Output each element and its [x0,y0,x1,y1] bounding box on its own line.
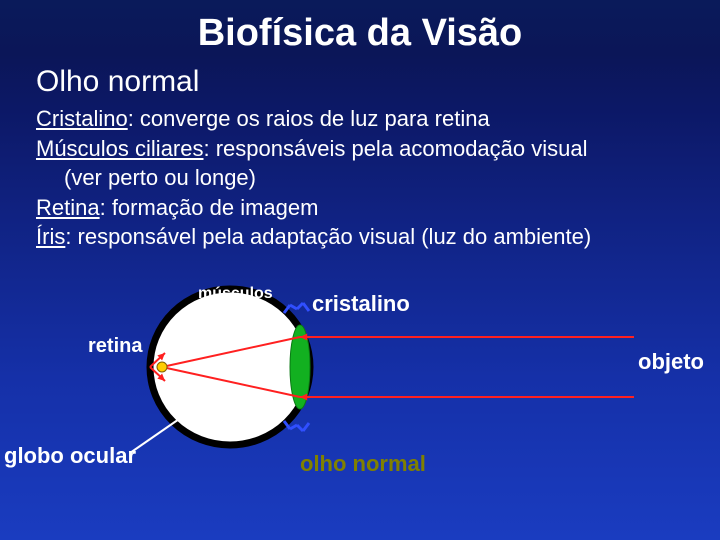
label-globo-ocular: globo ocular [4,443,136,469]
page-title: Biofísica da Visão [0,0,720,55]
text-retina: : formação de imagem [100,195,319,220]
def-musculos: Músculos ciliares: responsáveis pela aco… [36,135,696,163]
def-cristalino: Cristalino: converge os raios de luz par… [36,105,696,133]
term-iris: Íris [36,224,65,249]
label-musculos: músculos [198,285,273,303]
subtitle: Olho normal [0,55,720,99]
def-musculos-cont: (ver perto ou longe) [36,164,696,192]
text-musculos: : responsáveis pela acomodação visual [204,136,588,161]
term-cristalino: Cristalino [36,106,128,131]
def-retina: Retina: formação de imagem [36,194,696,222]
label-ciliares: ciliares [198,303,253,321]
definitions-block: Cristalino: converge os raios de luz par… [0,99,720,251]
text-iris: : responsável pela adaptação visual (luz… [65,224,591,249]
text-cristalino: : converge os raios de luz para retina [128,106,490,131]
label-cristalino: cristalino [312,291,410,317]
term-retina: Retina [36,195,100,220]
label-retina: retina [88,335,142,358]
term-musculos: Músculos ciliares [36,136,204,161]
label-olho-normal: olho normal [300,451,426,477]
eye-diagram: retina músculos ciliares cristalino obje… [0,257,720,497]
def-iris: Íris: responsável pela adaptação visual … [36,223,696,251]
label-objeto: objeto [638,349,704,375]
